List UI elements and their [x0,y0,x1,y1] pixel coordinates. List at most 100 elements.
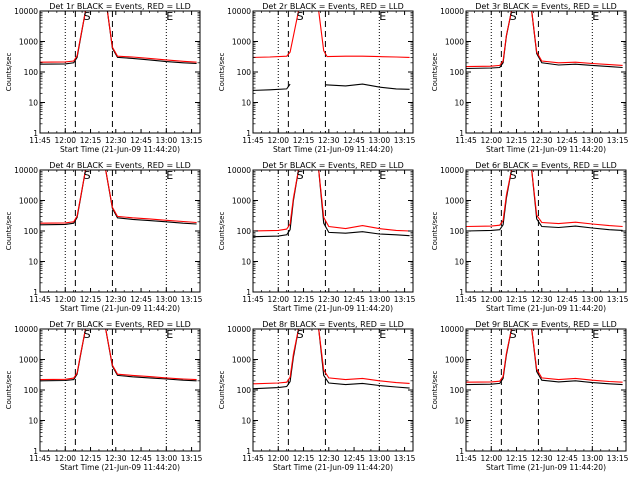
x-tick-label: 12:30 [105,454,127,463]
x-tick-label: 11:45 [455,136,477,145]
x-tick-label: 12:30 [531,295,553,304]
marker-label-e: E [166,10,173,23]
y-tick-label: 1 [33,129,38,138]
x-tick-label: 11:45 [455,454,477,463]
x-tick-label: 13:00 [582,136,604,145]
x-tick-label: 12:30 [105,136,127,145]
plot-frame [465,328,627,452]
x-tick-label: 12:30 [531,454,553,463]
x-tick-label: 11:45 [242,295,264,304]
marker-label-s: S [510,10,517,23]
y-tick-label: 10000 [227,166,251,175]
x-tick-label: 12:15 [80,136,102,145]
y-tick-label: 1 [459,288,464,297]
x-tick-label: 12:30 [105,295,127,304]
y-tick-label: 1000 [445,197,464,206]
y-tick-label: 1 [459,129,464,138]
x-tick-label: 12:00 [267,295,289,304]
x-tick-label: 12:45 [343,136,365,145]
y-tick-label: 10000 [227,7,251,16]
y-axis-label: Counts/sec [431,53,439,92]
x-tick-label: 12:30 [318,136,340,145]
series-line-lld [40,11,197,63]
y-tick-label: 100 [237,227,252,236]
plot-frame [465,10,627,134]
y-tick-label: 100 [237,386,252,395]
marker-label-e: E [379,328,386,341]
x-tick-label: 12:00 [480,454,502,463]
x-tick-label: 12:15 [293,454,315,463]
marker-label-e: E [592,328,599,341]
series-line-lld [40,329,197,381]
x-tick-label: 12:45 [343,454,365,463]
x-axis-label: Start Time (21-Jun-09 11:44:20) [486,145,606,154]
chart-title: Det 6r BLACK = Events, RED = LLD [475,161,617,170]
x-tick-label: 12:00 [54,454,76,463]
plot-frame [39,10,201,134]
x-tick-label: 12:00 [267,454,289,463]
chart-title: Det 4r BLACK = Events, RED = LLD [49,161,191,170]
y-tick-label: 10 [241,417,251,426]
x-tick-label: 12:30 [531,136,553,145]
y-tick-label: 1000 [19,356,38,365]
y-tick-label: 1000 [19,197,38,206]
y-tick-label: 100 [24,68,39,77]
y-axis-label: Counts/sec [218,212,226,251]
y-tick-label: 1 [246,129,251,138]
x-axis-label: Start Time (21-Jun-09 11:44:20) [486,463,606,472]
y-tick-label: 10000 [440,7,464,16]
y-tick-label: 1000 [232,197,251,206]
chart-title: Det 9r BLACK = Events, RED = LLD [475,320,617,329]
y-tick-label: 100 [237,68,252,77]
marker-label-e: E [379,169,386,182]
marker-label-s: S [84,10,91,23]
x-tick-label: 13:00 [369,295,391,304]
y-tick-label: 100 [450,227,465,236]
y-axis-label: Counts/sec [218,53,226,92]
x-tick-label: 12:30 [318,295,340,304]
x-tick-label: 12:00 [480,295,502,304]
x-axis-label: Start Time (21-Jun-09 11:44:20) [273,463,393,472]
y-tick-label: 10 [241,258,251,267]
y-axis-label: Counts/sec [5,212,13,251]
x-axis-label: Start Time (21-Jun-09 11:44:20) [273,145,393,154]
series-line-lld [253,11,410,58]
x-tick-label: 13:15 [394,454,416,463]
y-tick-label: 10 [28,258,38,267]
x-tick-label: 12:00 [267,136,289,145]
y-tick-label: 1000 [445,38,464,47]
x-tick-label: 13:00 [582,295,604,304]
y-tick-label: 1000 [19,38,38,47]
y-tick-label: 100 [24,386,39,395]
x-tick-label: 11:45 [242,136,264,145]
x-tick-label: 12:00 [54,295,76,304]
x-axis-label: Start Time (21-Jun-09 11:44:20) [60,145,180,154]
x-tick-label: 12:45 [343,295,365,304]
y-tick-label: 1000 [232,356,251,365]
y-tick-label: 10000 [14,7,38,16]
x-tick-label: 13:15 [607,136,629,145]
y-axis-label: Counts/sec [5,371,13,410]
series-line-lld [466,329,623,383]
y-tick-label: 10 [454,258,464,267]
series-line-lld [253,170,410,232]
x-tick-label: 12:00 [54,136,76,145]
marker-label-s: S [297,169,304,182]
chart-title: Det 2r BLACK = Events, RED = LLD [262,2,404,11]
y-tick-label: 1000 [232,38,251,47]
chart-title: Det 8r BLACK = Events, RED = LLD [262,320,404,329]
x-tick-label: 11:45 [29,295,51,304]
y-tick-label: 10000 [14,166,38,175]
x-tick-label: 13:15 [607,454,629,463]
y-axis-label: Counts/sec [218,371,226,410]
y-tick-label: 1 [459,447,464,456]
x-tick-label: 12:00 [480,136,502,145]
marker-label-e: E [592,169,599,182]
marker-label-e: E [166,169,173,182]
x-axis-label: Start Time (21-Jun-09 11:44:20) [60,304,180,313]
series-line-lld [40,170,197,224]
